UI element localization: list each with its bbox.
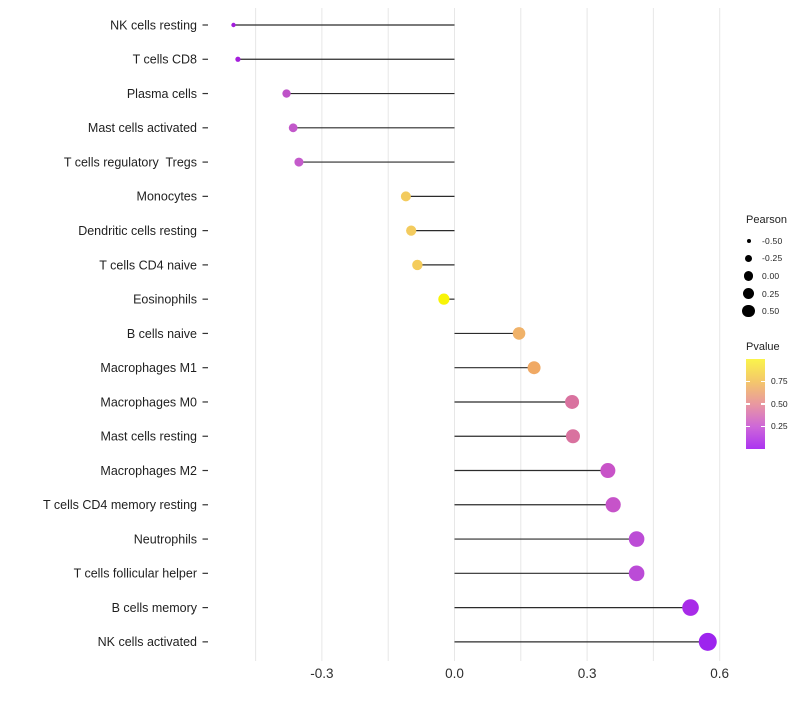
pvalue-colorbar-tick: [746, 380, 750, 383]
data-point: [235, 56, 241, 62]
pearson-legend-dot-cell: [740, 288, 757, 300]
data-point: [628, 531, 645, 547]
pvalue-colorbar-label: 0.75: [771, 376, 788, 387]
pearson-legend-dot-cell: [740, 238, 757, 243]
pearson-legend-item: 0.50: [740, 302, 800, 320]
data-point: [512, 327, 526, 340]
y-axis-label: Dendritic cells resting: [78, 224, 197, 238]
pvalue-colorbar-tick: [761, 380, 765, 383]
pearson-legend-label: -0.25: [762, 253, 783, 264]
pearson-legend-item: -0.25: [740, 250, 800, 268]
pvalue-colorbar-gradient: [746, 358, 765, 449]
data-point: [600, 463, 616, 479]
y-axis-label: T cells follicular helper: [74, 567, 197, 581]
y-axis-label: Mast cells activated: [88, 121, 197, 135]
legend-panel: Pearson -0.50 -0.25 0.00 0.25 0.50 Pvalue 0.…: [740, 214, 800, 449]
pvalue-colorbar-tick: [761, 403, 765, 405]
pearson-legend-item: -0.50: [740, 232, 800, 250]
y-axis-label: B cells memory: [112, 601, 198, 615]
y-axis-label: Macrophages M0: [100, 395, 197, 409]
data-point: [565, 394, 580, 409]
data-point: [628, 565, 645, 582]
x-axis-tick-label: 0.0: [445, 666, 464, 681]
pearson-legend-item: 0.25: [740, 285, 800, 303]
x-axis-tick-label: 0.6: [710, 666, 729, 681]
data-point: [231, 22, 236, 28]
pearson-size-legend: Pearson -0.50 -0.25 0.00 0.25 0.50: [740, 214, 800, 320]
pearson-legend-dot-icon: [742, 304, 755, 318]
pvalue-colorbar-tick: [761, 425, 765, 428]
data-point: [565, 429, 580, 444]
y-axis-label: T cells CD4 memory resting: [43, 498, 197, 512]
y-axis-label: B cells naive: [127, 327, 197, 341]
data-point: [527, 361, 541, 375]
y-axis-label: NK cells resting: [110, 18, 197, 32]
pvalue-colorbar-label: 0.25: [771, 421, 788, 432]
data-point: [605, 497, 621, 513]
y-axis-label: Macrophages M1: [100, 361, 197, 375]
data-point: [294, 157, 304, 167]
pearson-legend-dot-icon: [743, 288, 754, 300]
y-axis-label: Mast cells resting: [100, 430, 197, 444]
pearson-legend-label: -0.50: [762, 235, 783, 246]
pvalue-colorbar-label: 0.50: [771, 398, 788, 409]
pvalue-legend-title: Pvalue: [746, 340, 780, 353]
pvalue-colorbar-tick: [746, 403, 750, 405]
y-axis-label: Monocytes: [137, 190, 197, 204]
pearson-legend-label: 0.25: [762, 288, 780, 299]
data-point: [406, 225, 417, 236]
y-axis-label: Neutrophils: [134, 532, 197, 546]
y-axis-label: NK cells activated: [98, 635, 197, 649]
pearson-legend-label: 0.00: [762, 270, 780, 281]
x-axis-tick-label: -0.3: [310, 666, 333, 681]
pearson-legend-label: 0.50: [762, 306, 780, 317]
y-axis-label: T cells CD8: [133, 53, 197, 67]
pearson-legend-item: 0.00: [740, 267, 800, 285]
pvalue-color-legend: Pvalue 0.75 0.50 0.25: [740, 341, 800, 449]
pearson-legend-dot-icon: [744, 254, 753, 263]
pearson-legend-dot-icon: [743, 271, 754, 281]
y-axis-label: Macrophages M2: [100, 464, 197, 478]
pvalue-colorbar-wrap: 0.75 0.50 0.25: [746, 358, 800, 449]
data-point: [288, 123, 298, 133]
pearson-legend-title: Pearson: [746, 214, 787, 226]
pvalue-colorbar-tick: [746, 425, 750, 428]
y-axis-label: T cells CD4 naive: [99, 258, 197, 272]
data-point: [682, 599, 699, 616]
data-point: [412, 259, 423, 271]
pearson-legend-dot-cell: [740, 271, 757, 281]
pearson-legend-dot-cell: [740, 254, 757, 263]
y-axis-label: Plasma cells: [127, 87, 197, 101]
data-point: [282, 89, 291, 98]
pearson-size-items: -0.50 -0.25 0.00 0.25 0.50: [740, 232, 800, 320]
data-point: [438, 293, 450, 305]
y-axis-label: Eosinophils: [133, 293, 197, 307]
pearson-legend-dot-icon: [746, 238, 751, 243]
data-point: [400, 191, 411, 202]
pearson-legend-dot-cell: [740, 304, 757, 318]
data-point: [698, 632, 717, 651]
y-axis-label: T cells regulatory Tregs: [64, 155, 197, 169]
x-axis-tick-label: 0.3: [578, 666, 597, 681]
